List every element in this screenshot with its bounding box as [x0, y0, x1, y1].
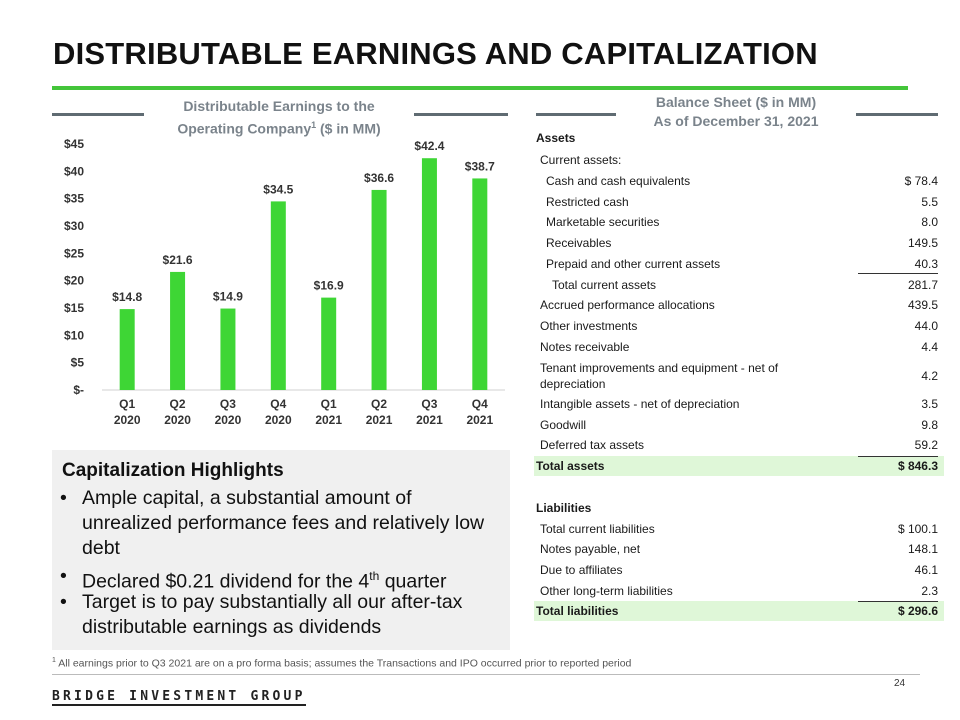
bullet-marker: • [60, 565, 67, 587]
bullet-marker: • [60, 487, 67, 509]
table-row: Tenant improvements and equipment - net … [540, 361, 938, 391]
capitalization-bullet: • Declared $0.21 dividend for the 4th qu… [60, 564, 500, 595]
capitalization-bullet: • Ample capital, a substantial amount of… [60, 486, 500, 561]
bar [220, 308, 236, 390]
bs-header-rule-left [536, 113, 616, 116]
bar-value-label: $21.6 [163, 253, 193, 267]
bullet-text: Declared $0.21 dividend for the 4th quar… [82, 569, 447, 593]
footnote: 1 All earnings prior to Q3 2021 are on a… [52, 657, 632, 670]
balance-sheet-title-line2: As of December 31, 2021 [653, 113, 819, 129]
bar [371, 189, 387, 390]
bar-value-label: $34.5 [263, 182, 293, 196]
balance-sheet-title-line1: Balance Sheet ($ in MM) [655, 94, 817, 110]
bar-value-label: $14.9 [213, 290, 243, 304]
bar [421, 158, 437, 390]
x-tick-label: Q1 [321, 397, 337, 411]
bar-value-label: $42.4 [414, 139, 444, 153]
balance-sheet-title: Balance Sheet ($ in MM) As of December 3… [616, 93, 856, 131]
chart-header-rule-right [414, 113, 508, 116]
bar-value-label: $36.6 [364, 171, 394, 185]
bar [119, 309, 135, 390]
subtotal-line [858, 273, 938, 274]
bar [270, 201, 286, 390]
bar-value-label: $38.7 [465, 159, 495, 173]
x-tick-label: 2020 [265, 413, 292, 427]
y-tick-label: $40 [64, 164, 84, 178]
y-tick-label: $35 [64, 192, 84, 206]
y-tick-label: $45 [64, 137, 84, 151]
page-number: 24 [894, 678, 906, 689]
y-tick-label: $30 [64, 219, 84, 233]
page-title: DISTRIBUTABLE EARNINGS AND CAPITALIZATIO… [53, 36, 818, 71]
title-underline [52, 86, 908, 90]
x-tick-label: Q4 [472, 397, 488, 411]
chart-title: Distributable Earnings to the Operating … [148, 97, 410, 139]
distributable-earnings-chart: $- $5 $10 $15 $20 $25 $30 $35 $40 $45 $14.8 Q1 2020 $… [64, 137, 505, 427]
bullet-marker: • [60, 591, 67, 613]
y-tick-label: $15 [64, 301, 84, 315]
x-tick-label: Q4 [270, 397, 286, 411]
x-tick-label: 2020 [114, 413, 141, 427]
company-logo: BRIDGE INVESTMENT GROUP [52, 689, 306, 706]
y-tick-label: $25 [64, 246, 84, 260]
bar-value-label: $14.8 [112, 290, 142, 304]
total-line [858, 456, 938, 457]
x-tick-label: Q1 [119, 397, 135, 411]
x-tick-label: Q3 [421, 397, 437, 411]
x-tick-label: 2020 [215, 413, 242, 427]
total-assets-row: Total assets $ 846.3 [534, 456, 944, 476]
chart-title-line2: Operating Company1 ($ in MM) [177, 120, 381, 137]
capitalization-panel [52, 450, 510, 650]
footer-rule [52, 674, 920, 675]
bar [170, 271, 186, 390]
capitalization-title: Capitalization Highlights [62, 460, 284, 481]
bar [472, 178, 488, 390]
bullet-text: Target is to pay substantially all our a… [82, 591, 463, 638]
x-tick-label: 2020 [164, 413, 191, 427]
total-liabilities-row: Total liabilities $ 296.6 [534, 601, 944, 621]
bullet-text: Ample capital, a substantial amount of u… [82, 487, 485, 559]
x-tick-label: Q2 [371, 397, 387, 411]
bs-header-rule-right [856, 113, 938, 116]
y-tick-label: $- [73, 383, 84, 397]
y-tick-label: $5 [71, 356, 85, 370]
capitalization-bullet: • Target is to pay substantially all our… [60, 590, 500, 640]
bar [321, 297, 337, 390]
x-tick-label: 2021 [416, 413, 443, 427]
x-tick-label: Q2 [170, 397, 186, 411]
total-line [858, 601, 938, 602]
y-tick-label: $10 [64, 328, 84, 342]
chart-header-rule-left [52, 113, 144, 116]
bar-value-label: $16.9 [314, 279, 344, 293]
x-tick-label: 2021 [466, 413, 493, 427]
chart-title-line1: Distributable Earnings to the [183, 98, 375, 114]
x-tick-label: 2021 [366, 413, 393, 427]
x-tick-label: 2021 [315, 413, 342, 427]
x-tick-label: Q3 [220, 397, 236, 411]
y-tick-label: $20 [64, 274, 84, 288]
